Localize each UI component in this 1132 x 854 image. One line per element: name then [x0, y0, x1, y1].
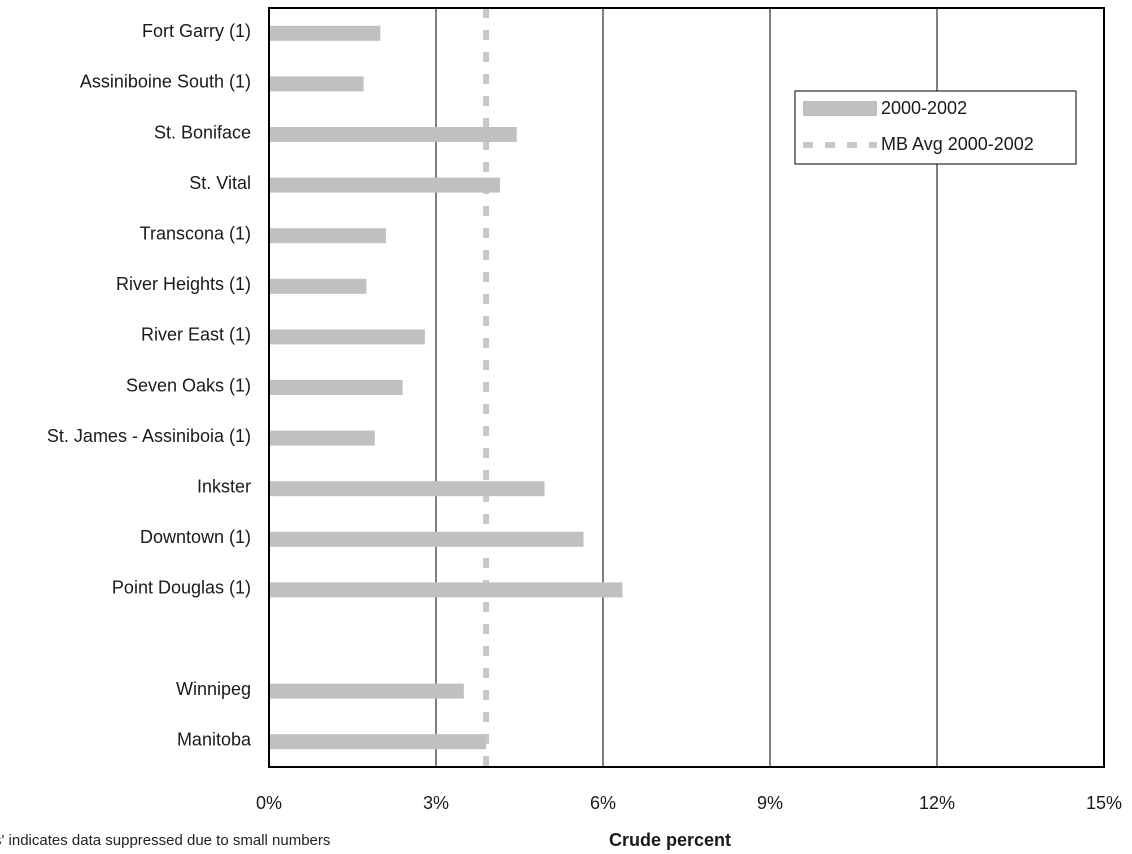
- category-label: Seven Oaks (1): [126, 375, 251, 395]
- legend-label-series: 2000-2002: [881, 98, 967, 118]
- category-label: River Heights (1): [116, 274, 251, 294]
- x-tick-label: 6%: [590, 793, 616, 813]
- bar: [269, 531, 584, 547]
- bar: [269, 430, 375, 446]
- category-label: Fort Garry (1): [142, 21, 251, 41]
- category-label: Winnipeg: [176, 679, 251, 699]
- bars: [269, 25, 623, 750]
- bar: [269, 278, 367, 294]
- bar: [269, 177, 501, 193]
- plot-frame: [268, 7, 1105, 768]
- bar: [269, 734, 487, 750]
- bar: [269, 329, 425, 345]
- category-label: River East (1): [141, 325, 251, 345]
- bar: [269, 127, 517, 142]
- category-label: Point Douglas (1): [112, 578, 251, 598]
- bar: [269, 481, 545, 497]
- x-tick-label: 15%: [1086, 793, 1122, 813]
- legend-label-average: MB Avg 2000-2002: [881, 134, 1034, 154]
- bar: [269, 76, 364, 92]
- legend: 2000-2002 MB Avg 2000-2002: [794, 90, 1077, 165]
- bar: [269, 683, 464, 699]
- x-tick-labels: 0% 3% 6% 9% 12% 15%: [256, 793, 1122, 813]
- bar: [269, 228, 386, 244]
- category-label: St. Boniface: [154, 122, 251, 142]
- category-label: St. James - Assiniboia (1): [47, 426, 251, 446]
- category-label: Downtown (1): [140, 527, 251, 547]
- x-tick-label: 12%: [919, 793, 955, 813]
- category-labels: Fort Garry (1) Assiniboine South (1) St. B…: [47, 21, 252, 749]
- footnote: s' indicates data suppressed due to smal…: [0, 832, 331, 849]
- bar: [269, 582, 623, 598]
- category-label: Inkster: [197, 476, 251, 496]
- category-label: Manitoba: [177, 729, 252, 749]
- bar: [269, 380, 403, 395]
- category-label: Transcona (1): [140, 223, 251, 243]
- category-label: Assiniboine South (1): [80, 72, 251, 92]
- x-tick-label: 9%: [757, 793, 783, 813]
- legend-swatch-bar: [803, 101, 877, 116]
- x-tick-label: 3%: [423, 793, 449, 813]
- bar: [269, 25, 381, 41]
- x-tick-label: 0%: [256, 793, 282, 813]
- x-axis-title: Crude percent: [609, 830, 731, 850]
- category-label: St. Vital: [189, 173, 251, 193]
